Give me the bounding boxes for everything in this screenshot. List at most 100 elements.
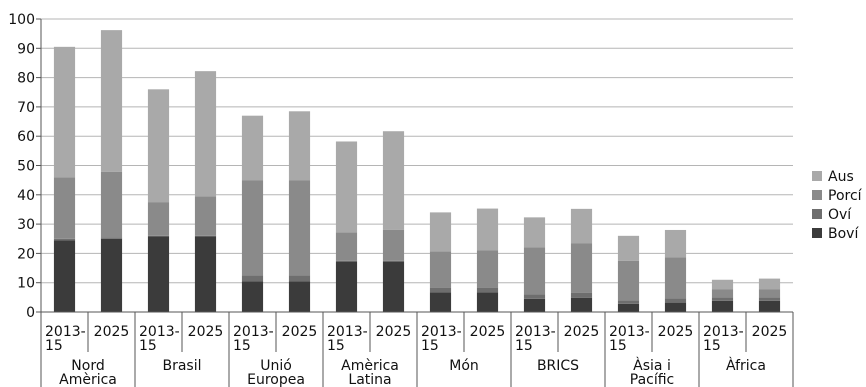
bar-segment-porcí (711, 289, 734, 298)
y-tick-label: 30 (17, 217, 35, 233)
bar-segment-aus (382, 131, 405, 230)
period-label: 15 (421, 338, 439, 354)
period-label: 2025 (188, 324, 224, 340)
bar-segment-porcí (429, 251, 452, 288)
bar-segment-oví (100, 237, 123, 239)
group-label: Unió (260, 358, 292, 374)
bar-segment-oví (523, 294, 546, 299)
bar-segment-oví (288, 275, 311, 282)
bar-segment-porcí (100, 171, 123, 238)
legend-label: Boví (828, 226, 859, 242)
bar-segment-porcí (382, 229, 405, 261)
bar-segment-oví (53, 238, 76, 241)
bar-segment-aus (100, 30, 123, 172)
bar-segment-porcí (335, 232, 358, 261)
bar-segment-oví (711, 297, 734, 301)
period-label: 15 (45, 338, 63, 354)
legend-swatch (812, 228, 822, 238)
bar-segment-oví (664, 298, 687, 303)
period-label: 15 (327, 338, 345, 354)
period-label: 15 (515, 338, 533, 354)
y-tick-label: 10 (17, 276, 35, 292)
period-label: 2013- (421, 324, 462, 340)
bar-segment-oví (335, 260, 358, 262)
period-label: 2025 (470, 324, 506, 340)
period-label: 15 (233, 338, 251, 354)
y-tick-label: 80 (17, 71, 35, 87)
legend-swatch (812, 209, 822, 219)
legend-swatch (812, 171, 822, 181)
y-tick-label: 60 (17, 129, 35, 145)
bar-segment-aus (523, 217, 546, 248)
bar-segment-porcí (570, 243, 593, 293)
bar-segment-boví (147, 236, 170, 312)
bar-segment-boví (758, 300, 781, 312)
bar-segment-porcí (241, 180, 264, 276)
bar-segment-oví (476, 287, 499, 293)
period-label: 2013- (515, 324, 556, 340)
bar-segment-porcí (664, 257, 687, 299)
bar-segment-aus (429, 212, 452, 252)
period-label: 2025 (752, 324, 788, 340)
group-label: Àsia i (633, 357, 671, 374)
legend-swatch (812, 190, 822, 200)
y-tick-label: 50 (17, 159, 35, 175)
bar-segment-porcí (288, 180, 311, 276)
period-label: 15 (139, 338, 157, 354)
period-label: 2013- (139, 324, 180, 340)
bar-segment-oví (617, 300, 640, 304)
bar-segment-boví (617, 303, 640, 312)
bar-segment-aus (147, 89, 170, 203)
legend-label: Oví (828, 207, 852, 223)
bar-segment-aus (617, 235, 640, 261)
bar-segment-boví (382, 261, 405, 312)
y-axis: 0 10 20 30 40 50 60 70 80 90 100 (8, 12, 42, 321)
bar-segment-aus (570, 208, 593, 244)
period-label: 2013- (327, 324, 368, 340)
y-tick-label: 100 (8, 12, 35, 28)
bar-segment-oví (570, 292, 593, 298)
bar-segment-aus (241, 115, 264, 181)
bar-segment-boví (570, 297, 593, 312)
period-label: 15 (703, 338, 721, 354)
group-label: Brasil (162, 358, 201, 374)
group-label: BRICS (537, 358, 579, 374)
bars (53, 30, 781, 312)
bar-segment-boví (194, 236, 217, 312)
period-label: 2013- (233, 324, 274, 340)
y-tick-label: 0 (26, 305, 35, 321)
bar-segment-aus (664, 229, 687, 258)
bar-segment-aus (335, 141, 358, 233)
y-tick-label: 20 (17, 246, 35, 262)
group-label: Europea (247, 372, 305, 387)
group-label: Latina (348, 372, 391, 387)
period-label: 2025 (282, 324, 318, 340)
bar-segment-oví (758, 297, 781, 301)
bar-segment-boví (429, 292, 452, 312)
period-label: 2013- (609, 324, 650, 340)
legend: Aus Porcí Oví Boví (812, 169, 863, 242)
bar-segment-aus (758, 278, 781, 290)
bar-segment-oví (241, 275, 264, 282)
bar-segment-aus (53, 46, 76, 178)
group-label: Pacífic (630, 372, 675, 387)
bar-segment-boví (335, 261, 358, 312)
bar-segment-aus (194, 71, 217, 197)
bar-segment-aus (711, 279, 734, 290)
bar-segment-oví (194, 235, 217, 237)
bar-segment-boví (711, 300, 734, 312)
group-label: Món (449, 358, 479, 374)
bar-segment-porcí (617, 260, 640, 301)
bar-segment-porcí (194, 196, 217, 236)
x-axis-categories: NordAmèrica2013-152025Brasil2013-152025U… (40, 311, 794, 387)
bar-segment-porcí (53, 177, 76, 239)
period-label: 15 (609, 338, 627, 354)
legend-label: Porcí (828, 188, 863, 204)
group-label: Amèrica (341, 358, 399, 374)
period-label: 2025 (564, 324, 600, 340)
bar-segment-porcí (147, 202, 170, 236)
bar-segment-boví (100, 238, 123, 312)
bar-segment-boví (288, 281, 311, 312)
bar-segment-boví (523, 298, 546, 312)
legend-label: Aus (828, 169, 854, 185)
